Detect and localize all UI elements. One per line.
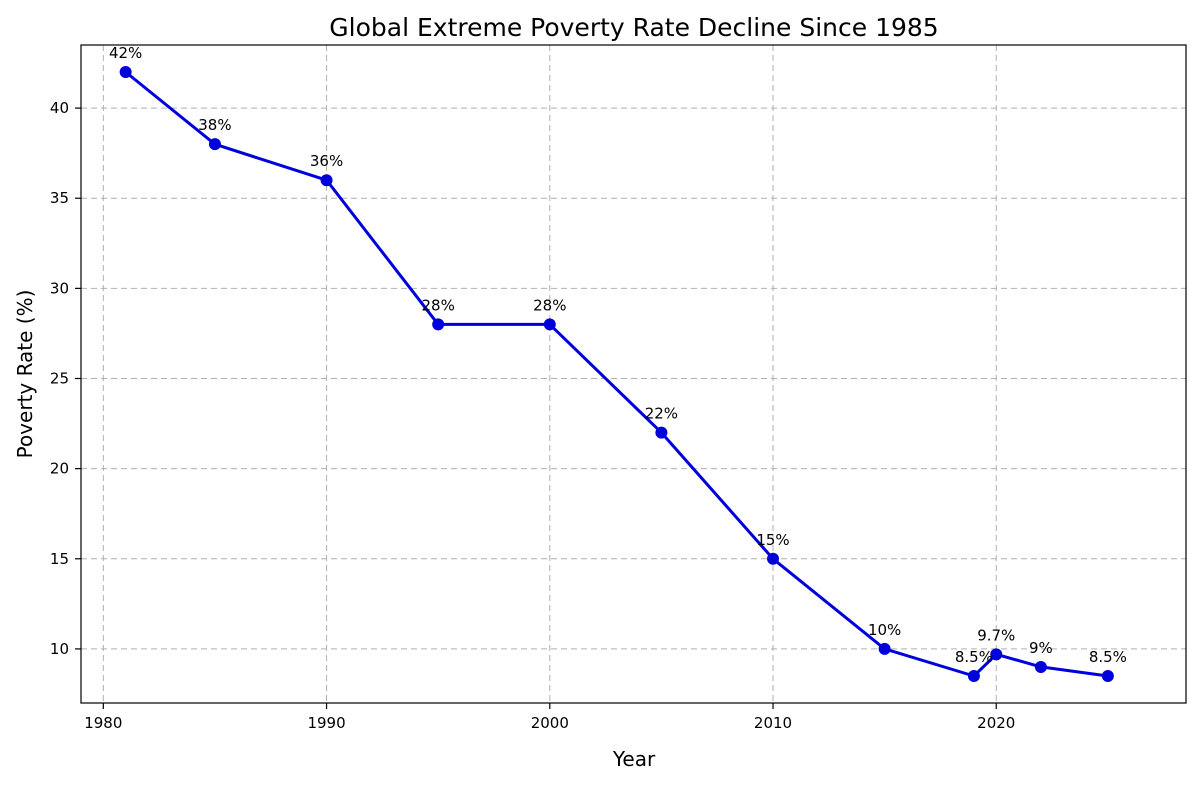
x-tick-label: 1990: [307, 714, 345, 732]
data-point: [878, 642, 891, 655]
y-axis-label: Poverty Rate (%): [13, 290, 37, 459]
x-axis-label: Year: [612, 747, 656, 771]
data-label: 9.7%: [977, 626, 1015, 644]
series-polyline: [124, 70, 1109, 678]
data-label: 38%: [198, 116, 231, 134]
data-point: [432, 318, 445, 331]
y-tick-label: 35: [50, 189, 69, 207]
data-label: 36%: [310, 152, 343, 170]
data-point: [1034, 660, 1047, 673]
axis-ticks: 1980 1990 2000 2010 2020 10 15 20 25 30 35 40: [50, 99, 1015, 732]
x-tick-label: 1980: [84, 714, 122, 732]
data-point: [208, 138, 221, 151]
data-labels: 42% 38% 36% 28% 28% 22% 15% 10% 8.5% 9.7% 9% 8.5%: [109, 44, 1127, 666]
data-label: 28%: [533, 296, 566, 314]
y-tick-label: 40: [50, 99, 69, 117]
data-point: [990, 648, 1003, 661]
data-label: 10%: [868, 621, 901, 639]
data-points: [119, 66, 1114, 682]
plot-frame: [80, 44, 1187, 704]
data-label: 8.5%: [955, 648, 993, 666]
x-tick-label: 2020: [977, 714, 1015, 732]
data-label: 22%: [645, 405, 678, 423]
series-line: [124, 70, 1109, 678]
chart-title: Global Extreme Poverty Rate Decline Sinc…: [329, 13, 938, 42]
data-label: 9%: [1029, 639, 1053, 657]
y-tick-label: 15: [50, 550, 69, 568]
data-label: 42%: [109, 44, 142, 62]
y-tick-label: 25: [50, 370, 69, 388]
data-label: 15%: [756, 531, 789, 549]
grid: [81, 45, 1186, 703]
x-tick-label: 2010: [754, 714, 792, 732]
x-tick-label: 2000: [531, 714, 569, 732]
data-point: [1101, 669, 1114, 682]
data-point: [543, 318, 556, 331]
y-tick-label: 10: [50, 640, 69, 658]
data-point: [655, 426, 668, 439]
data-label: 8.5%: [1089, 648, 1127, 666]
data-point: [320, 174, 333, 187]
y-tick-label: 30: [50, 279, 69, 297]
data-point: [967, 669, 980, 682]
data-label: 28%: [421, 296, 454, 314]
data-point: [767, 552, 780, 565]
y-tick-label: 20: [50, 460, 69, 478]
data-point: [119, 66, 132, 79]
